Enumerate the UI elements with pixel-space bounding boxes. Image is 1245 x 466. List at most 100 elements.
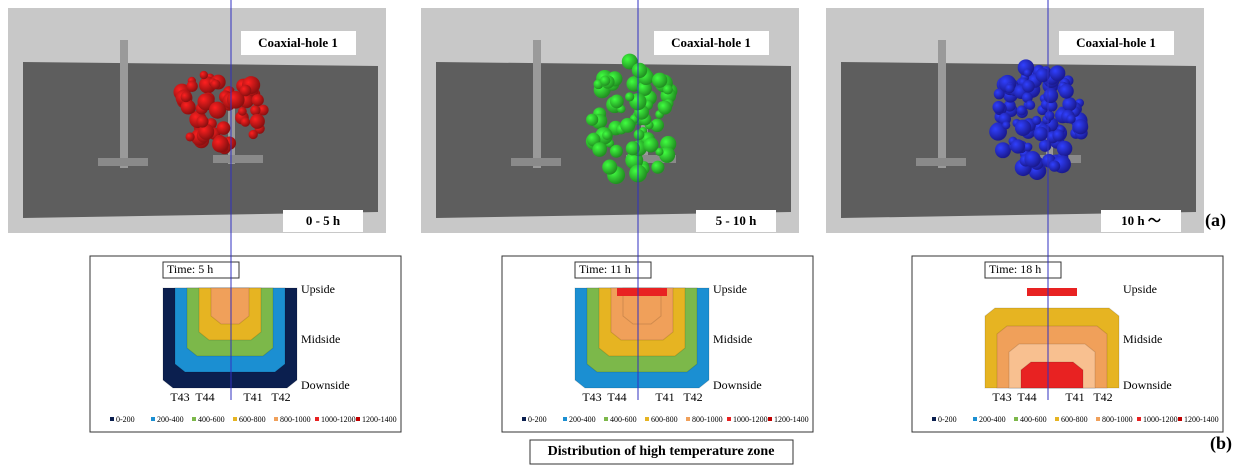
sphere	[1022, 79, 1035, 93]
sphere	[602, 159, 618, 175]
legend-label: 400-600	[1020, 415, 1047, 424]
label-box	[1059, 31, 1174, 55]
sphere	[180, 99, 196, 115]
sphere	[185, 132, 195, 142]
sphere	[993, 88, 1005, 100]
sphere	[1044, 110, 1055, 121]
legend-label: 400-600	[198, 415, 225, 424]
pipe	[641, 90, 648, 164]
sphere	[633, 129, 645, 141]
sphere	[196, 115, 209, 128]
sphere	[186, 80, 198, 92]
legend-label: 200-400	[157, 415, 184, 424]
pipe	[938, 40, 946, 168]
sphere	[1005, 83, 1015, 94]
label-box	[696, 210, 776, 232]
contour-band	[1020, 361, 1084, 389]
legend-label: 1200-1400	[362, 415, 397, 424]
sphere	[248, 129, 258, 140]
sphere	[1046, 100, 1058, 112]
sphere	[625, 141, 640, 156]
legend-swatch	[151, 417, 155, 421]
sphere	[1052, 129, 1065, 142]
legend-swatch	[192, 417, 196, 421]
sphere	[651, 160, 665, 174]
legend-label: 0-200	[116, 415, 135, 424]
sphere	[994, 142, 1011, 159]
sphere	[625, 92, 635, 102]
sphere	[198, 123, 215, 140]
label-box	[283, 210, 363, 232]
sphere	[180, 91, 192, 103]
pipe	[511, 158, 561, 166]
sphere	[216, 121, 231, 135]
sphere	[655, 147, 664, 156]
sphere	[1031, 115, 1042, 125]
sensor-label: T43	[992, 390, 1011, 404]
label-a: (a)	[1205, 210, 1226, 231]
label-b: (b)	[1210, 433, 1232, 454]
legend-label: 200-400	[979, 415, 1006, 424]
legend-swatch	[727, 417, 731, 421]
pipe	[213, 155, 263, 163]
period-label: 10 h ～	[1121, 213, 1161, 228]
sphere	[1056, 140, 1073, 157]
hole-label: Coaxial-hole 1	[258, 35, 338, 50]
hole-label: Coaxial-hole 1	[671, 35, 751, 50]
sphere	[1024, 151, 1041, 168]
floor	[436, 62, 791, 218]
legend-swatch	[315, 417, 319, 421]
label-box	[1101, 210, 1181, 232]
time-box	[984, 261, 1062, 279]
time-label: Time: 11 h	[579, 262, 631, 276]
sphere	[239, 84, 252, 97]
sphere	[1073, 119, 1089, 135]
sphere	[237, 106, 247, 116]
sphere	[1010, 139, 1025, 154]
sphere	[1016, 105, 1027, 116]
sphere	[662, 84, 673, 95]
position-label: Midside	[1123, 332, 1162, 346]
legend-swatch	[1096, 417, 1100, 421]
sensor-label: T42	[1093, 390, 1112, 404]
legend-label: 1200-1400	[774, 415, 809, 424]
sphere	[1062, 97, 1077, 112]
position-label: Downside	[713, 378, 762, 392]
sphere	[631, 62, 648, 79]
pipe	[533, 40, 541, 168]
legend-label: 1000-1200	[1143, 415, 1178, 424]
legend-label: 400-600	[610, 415, 637, 424]
sphere	[592, 142, 607, 157]
sensor-label: T41	[655, 390, 674, 404]
sphere	[637, 81, 652, 97]
sphere	[1048, 160, 1061, 172]
sphere	[1049, 65, 1066, 82]
legend-label: 0-200	[938, 415, 957, 424]
legend-swatch	[522, 417, 526, 421]
sphere	[208, 101, 227, 119]
position-label: Downside	[301, 378, 350, 392]
sphere	[1025, 100, 1036, 110]
position-label: Upside	[1123, 282, 1157, 296]
contour-band	[210, 287, 250, 325]
sensor-label: T44	[607, 390, 626, 404]
hole-label: Coaxial-hole 1	[1076, 35, 1156, 50]
sphere	[609, 94, 624, 109]
sphere	[586, 113, 599, 126]
sphere	[602, 130, 613, 141]
legend-swatch	[274, 417, 278, 421]
position-label: Upside	[713, 282, 747, 296]
sphere	[1043, 88, 1059, 104]
period-label: 5 - 10 h	[716, 213, 758, 228]
legend-label: 1000-1200	[733, 415, 768, 424]
period-label: 0 - 5 h	[306, 213, 341, 228]
sensor-label: T43	[170, 390, 189, 404]
legend-swatch	[768, 417, 772, 421]
sphere	[1023, 68, 1032, 77]
legend-label: 800-1000	[280, 415, 311, 424]
time-box	[162, 261, 240, 279]
sensor-label: T44	[1017, 390, 1036, 404]
sphere	[250, 105, 261, 116]
contour-band	[617, 288, 667, 296]
sphere	[1014, 119, 1032, 136]
